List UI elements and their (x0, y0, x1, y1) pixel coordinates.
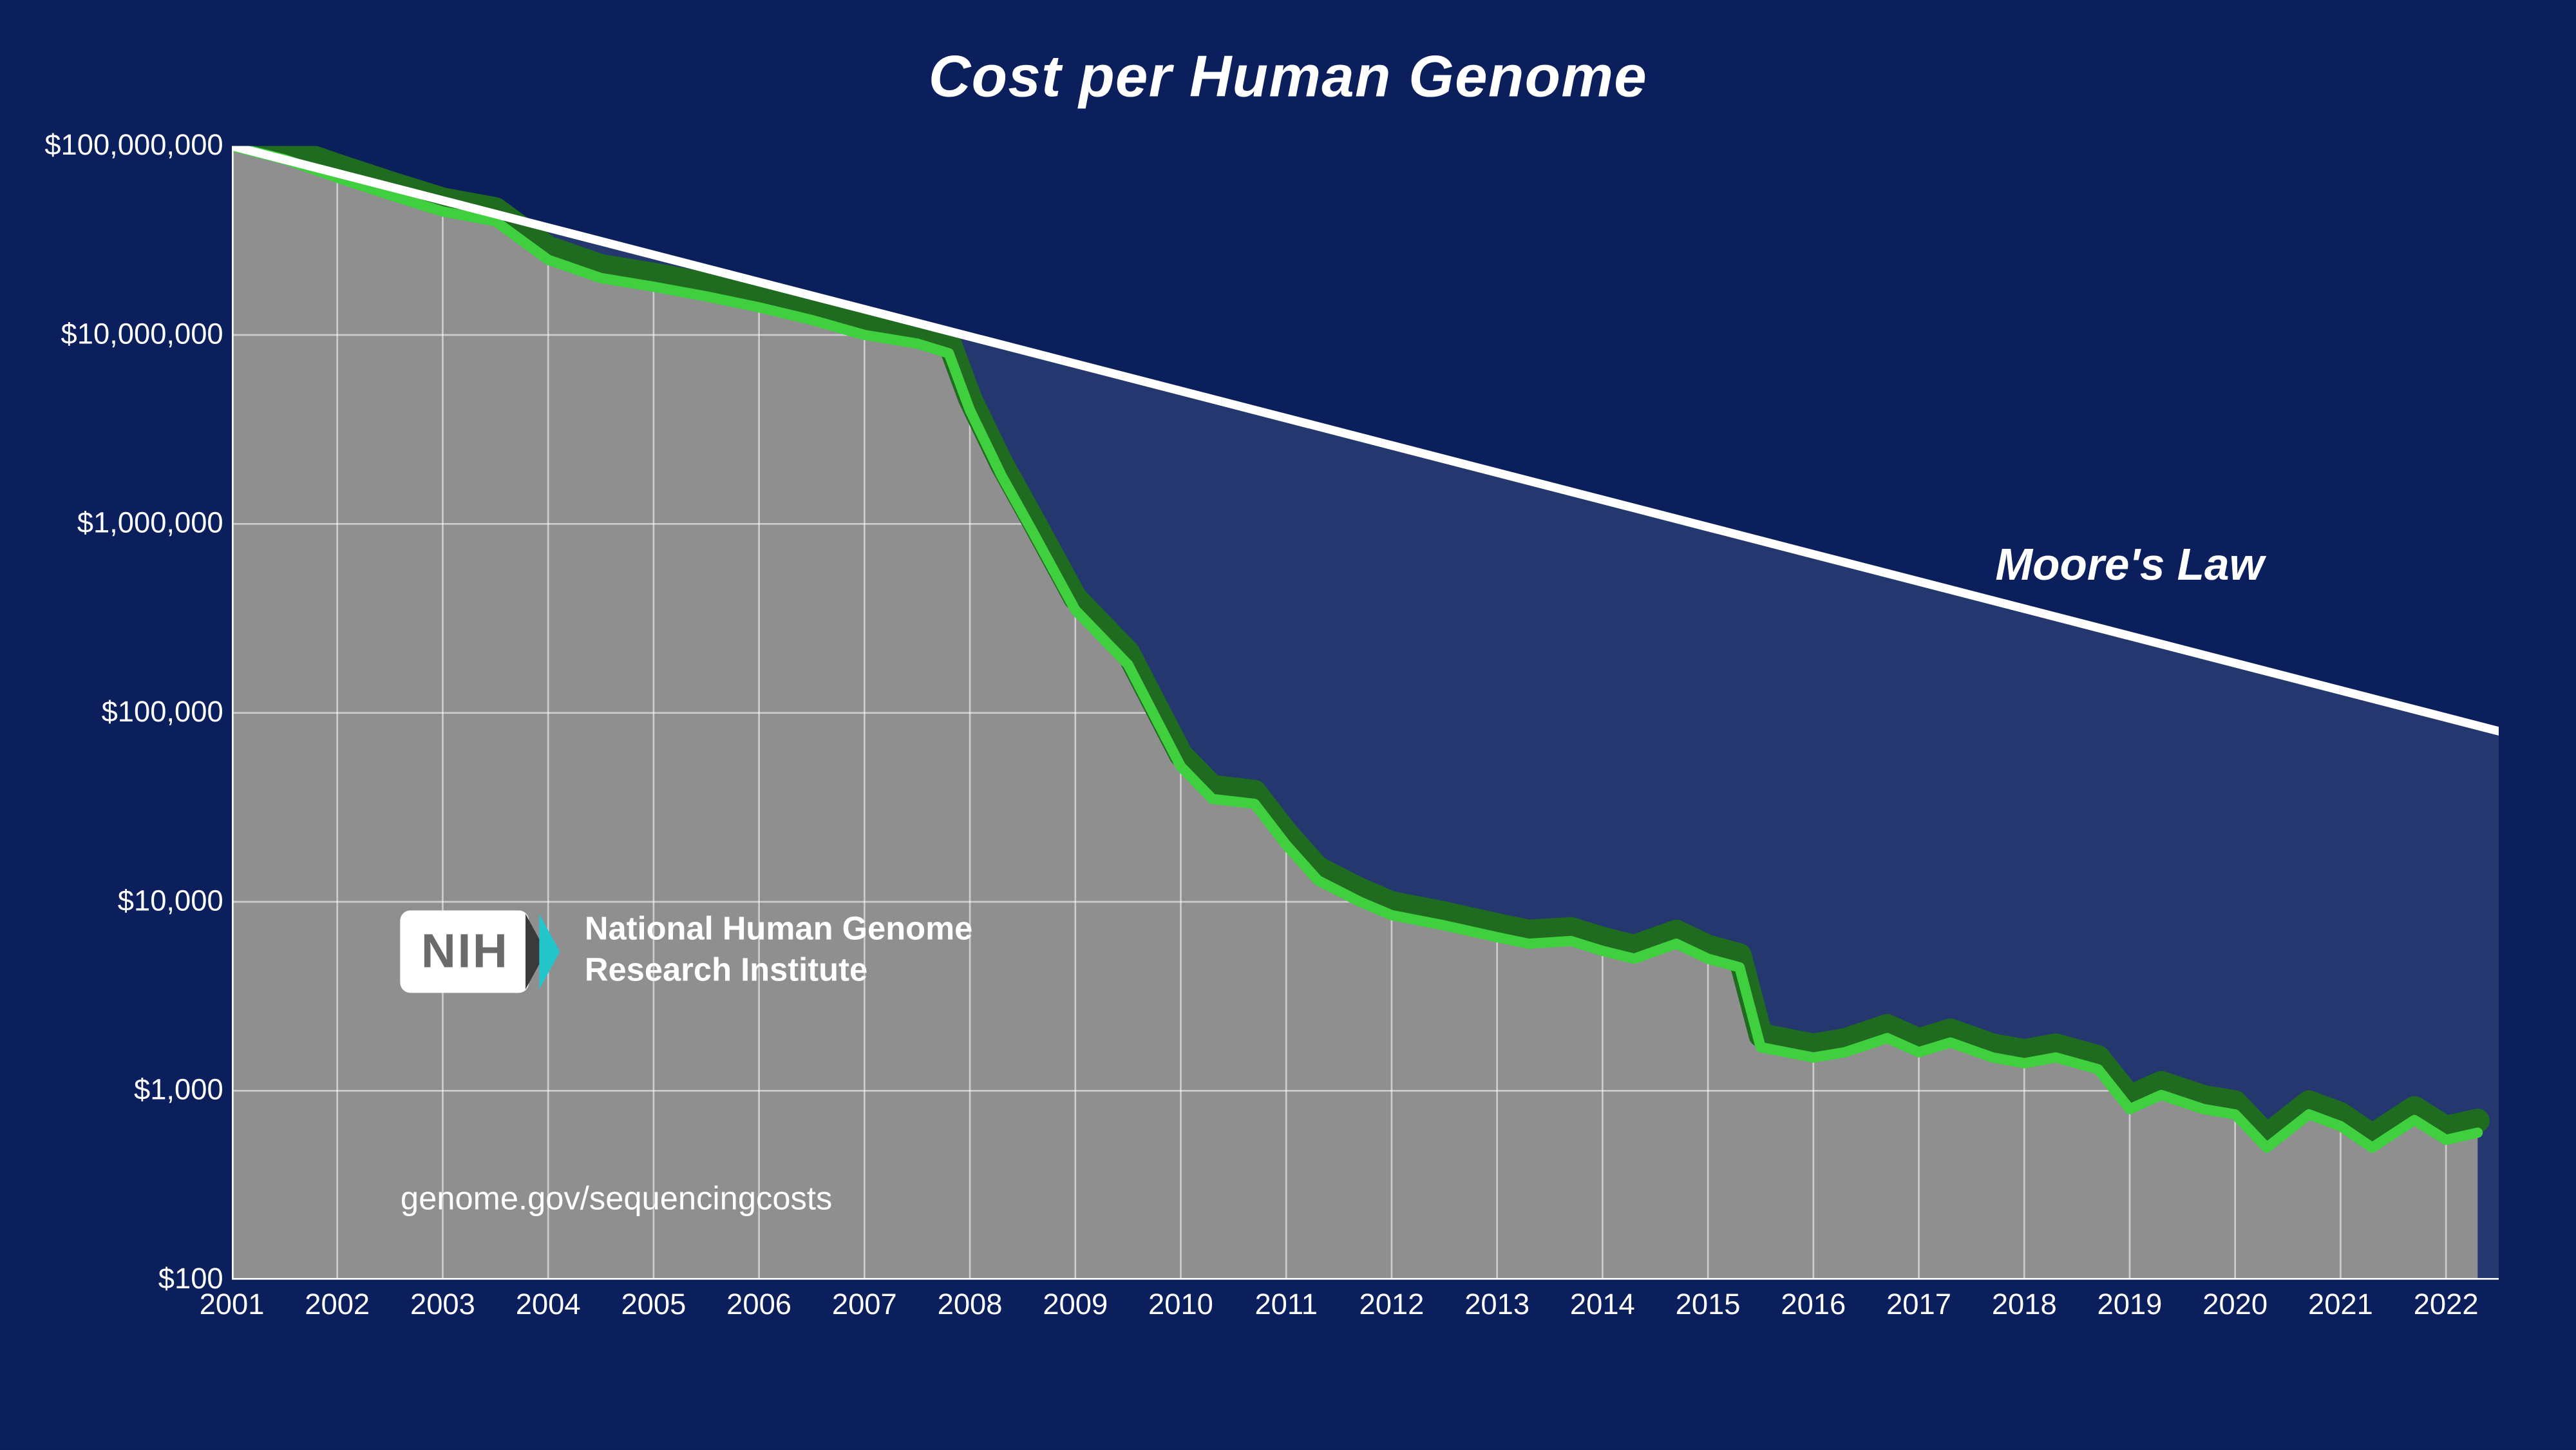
x-axis-tick: 2007 (832, 1288, 897, 1322)
nih-institute-name: National Human Genome Research Institute (585, 910, 972, 992)
nih-badge: NIH National Human Genome Research Insti… (401, 910, 972, 992)
x-axis-tick: 2004 (516, 1288, 581, 1322)
nih-line1: National Human Genome (585, 910, 972, 951)
nih-chevrons (526, 913, 560, 988)
x-axis-tick: 2010 (1148, 1288, 1213, 1322)
nih-line2: Research Institute (585, 951, 972, 991)
nih-logo-box: NIH (401, 910, 530, 992)
y-axis-tick: $1,000 (0, 1074, 223, 1108)
y-axis-tick: $10,000 (0, 884, 223, 919)
x-axis-tick: 2013 (1464, 1288, 1530, 1322)
x-axis-tick: 2005 (621, 1288, 686, 1322)
moores-law-label: Moore's Law (1995, 539, 2264, 593)
x-axis-tick: 2012 (1359, 1288, 1424, 1322)
y-axis-tick: $100 (0, 1263, 223, 1297)
x-axis-tick: 2001 (200, 1288, 265, 1322)
y-axis-tick: $10,000,000 (0, 318, 223, 352)
x-axis-tick: 2006 (726, 1288, 791, 1322)
x-axis-tick: 2009 (1043, 1288, 1108, 1322)
x-axis-tick: 2022 (2414, 1288, 2479, 1322)
y-axis-tick: $1,000,000 (0, 507, 223, 541)
x-axis-tick: 2008 (938, 1288, 1003, 1322)
x-axis-tick: 2016 (1781, 1288, 1846, 1322)
x-axis-tick: 2014 (1570, 1288, 1635, 1322)
x-axis-tick: 2018 (1992, 1288, 2057, 1322)
chevron-icon (540, 913, 561, 988)
x-axis-tick: 2003 (410, 1288, 475, 1322)
chart-stage: Cost per Human Genome Moore's Law NIH Na… (0, 0, 2576, 1450)
x-axis-tick: 2011 (1255, 1288, 1318, 1322)
y-axis-tick: $100,000,000 (0, 129, 223, 163)
source-url: genome.gov/sequencingcosts (401, 1183, 832, 1221)
y-axis-tick: $100,000 (0, 696, 223, 730)
x-axis-tick: 2017 (1886, 1288, 1951, 1322)
x-axis-tick: 2020 (2202, 1288, 2268, 1322)
x-axis-tick: 2021 (2308, 1288, 2373, 1322)
x-axis-tick: 2015 (1676, 1288, 1741, 1322)
x-axis-tick: 2002 (305, 1288, 370, 1322)
x-axis-tick: 2019 (2098, 1288, 2163, 1322)
chart-title: Cost per Human Genome (0, 44, 2576, 111)
chart-plot-svg (232, 146, 2499, 1280)
